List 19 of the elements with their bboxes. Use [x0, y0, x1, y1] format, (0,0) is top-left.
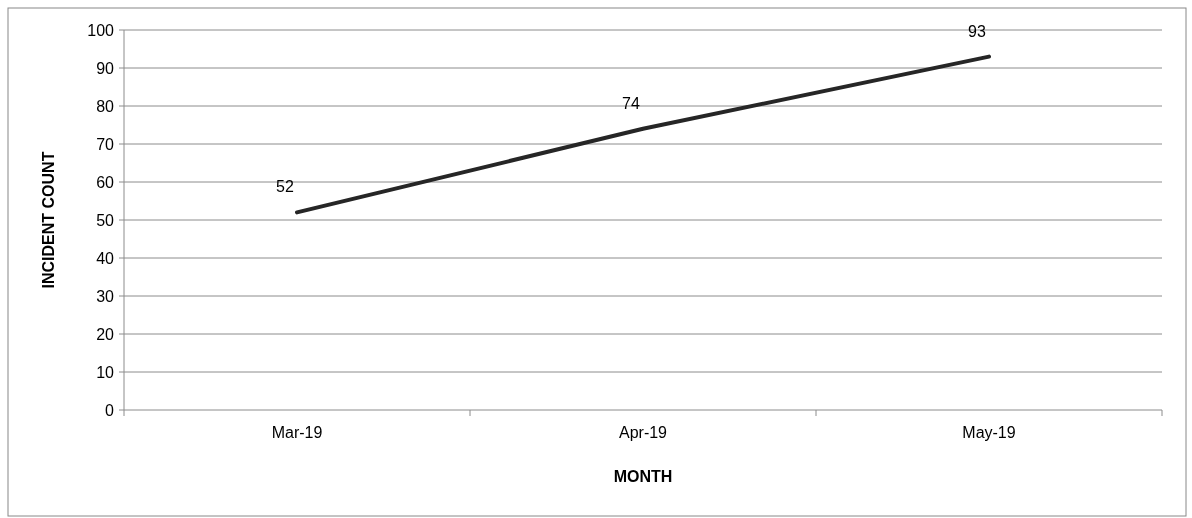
y-tick-label: 70: [96, 135, 115, 153]
x-tick-label: Mar-19: [271, 424, 323, 441]
data-label: 52: [276, 178, 294, 196]
y-tick-label: 30: [96, 287, 115, 305]
y-tick-label: 10: [96, 363, 115, 381]
data-label: 93: [968, 22, 986, 40]
x-tick-label: Apr-19: [618, 424, 668, 441]
y-tick-label: 40: [96, 249, 115, 267]
x-axis-title: MONTH: [613, 468, 673, 485]
y-axis-title: INCIDENT COUNT: [40, 151, 57, 289]
x-tick-label: May-19: [962, 424, 1016, 441]
y-tick-label: 90: [96, 59, 115, 77]
data-label: 74: [622, 94, 640, 112]
y-tick-label: 20: [96, 325, 115, 343]
y-tick-label: 50: [96, 211, 115, 229]
y-tick-label: 80: [96, 97, 115, 115]
y-tick-label: 0: [105, 401, 115, 419]
y-tick-label: 60: [96, 173, 115, 191]
y-tick-label: 100: [87, 21, 115, 39]
